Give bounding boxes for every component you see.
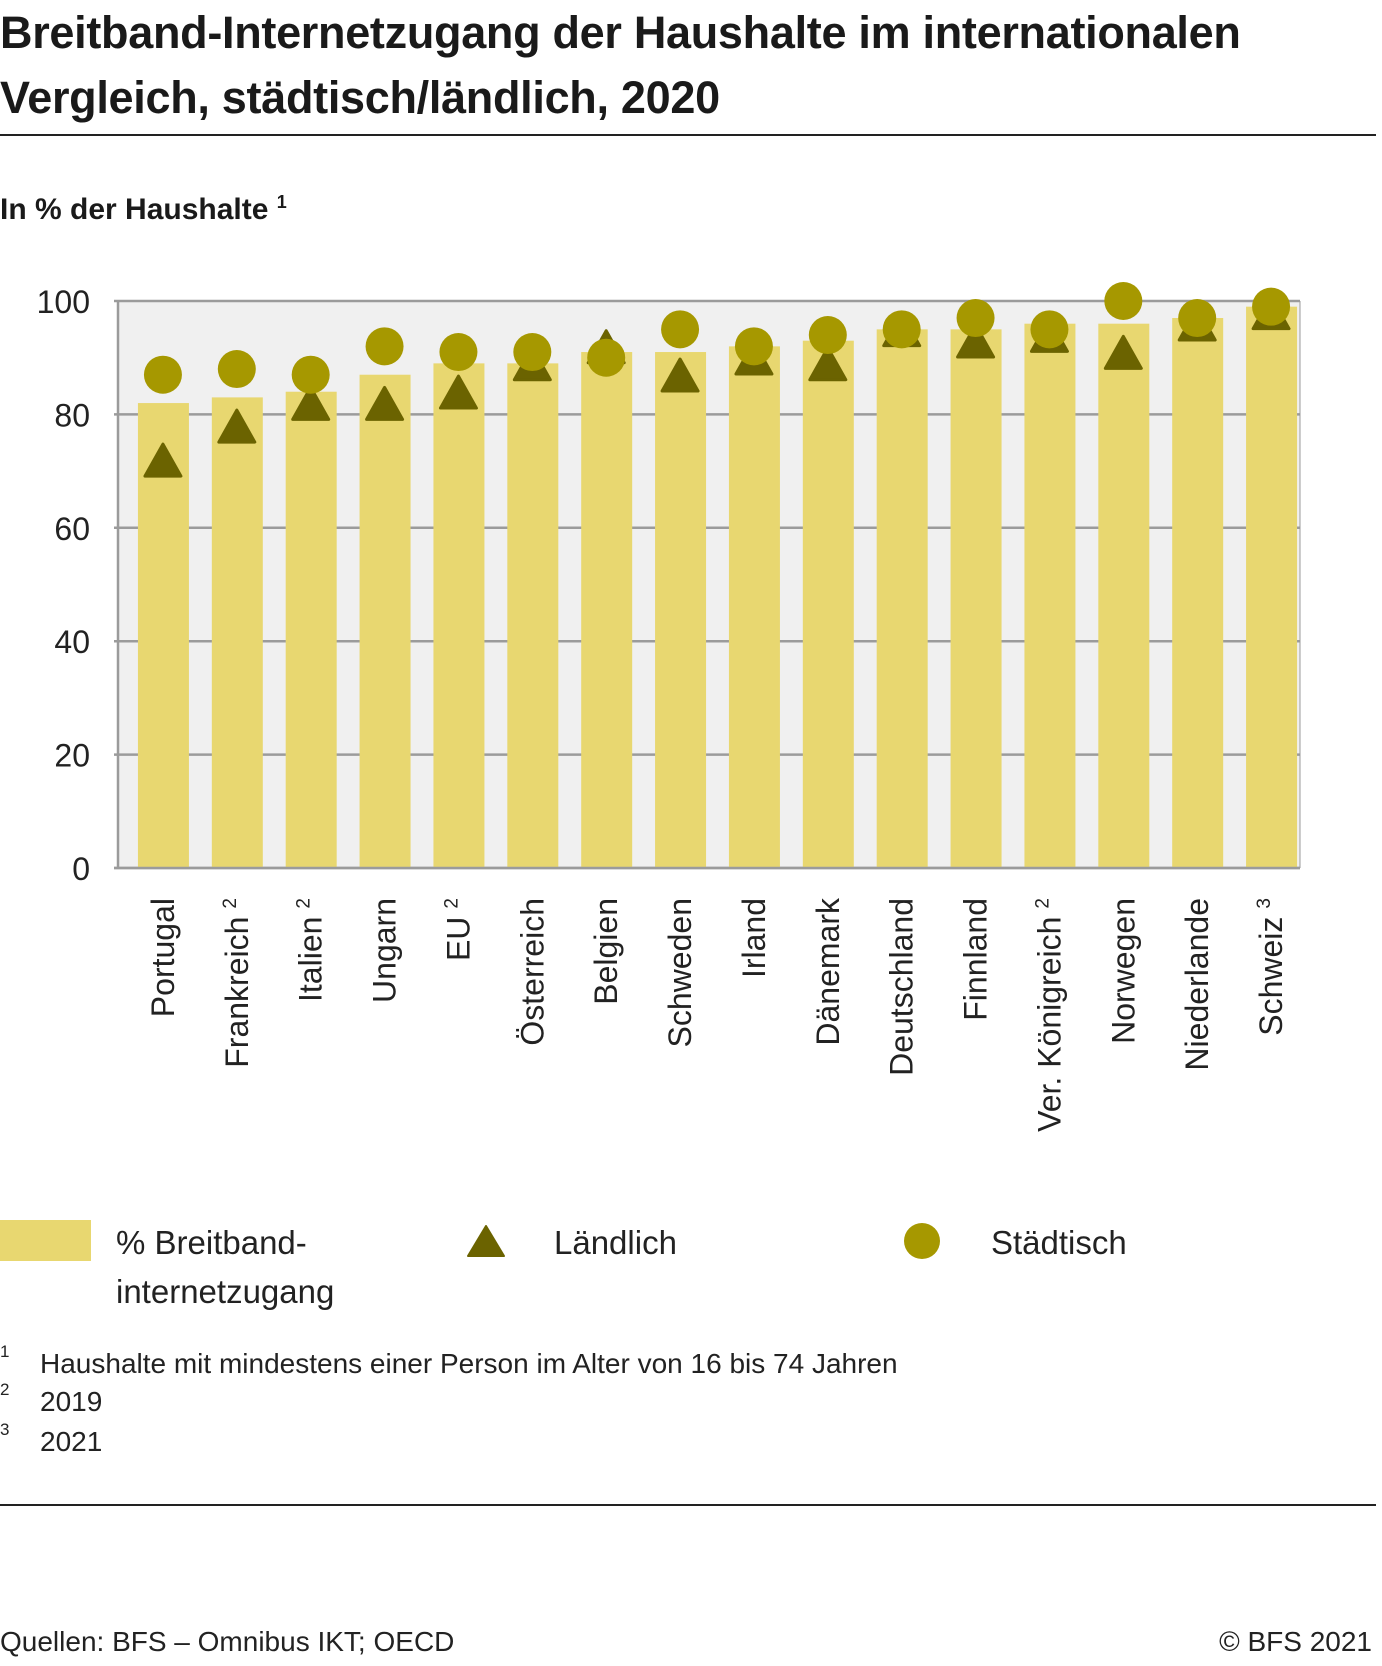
bar	[1246, 306, 1298, 868]
chart-subtitle: In % der Haushalte 1	[0, 192, 287, 227]
legend-bar-label: % Breitband- internetzugang	[116, 1218, 334, 1316]
x-tick-text: Italien	[293, 917, 329, 1002]
bar	[1172, 318, 1224, 868]
footer-rule	[0, 1504, 1376, 1506]
legend-circle-icon	[904, 1223, 940, 1259]
bar	[950, 329, 1002, 869]
chart-title: Breitband-Internetzugang der Haushalte i…	[0, 7, 1241, 123]
y-tick-label: 20	[54, 738, 90, 774]
rural-marker	[808, 346, 848, 382]
legend-bar-swatch	[0, 1220, 91, 1261]
urban-marker	[143, 355, 182, 394]
x-tick-label: EU 2	[440, 898, 476, 961]
bar	[655, 352, 707, 868]
x-tick-label: Dänemark	[810, 897, 846, 1046]
bar	[433, 363, 485, 868]
x-tick-label: Deutschland	[884, 898, 920, 1076]
x-tick-footnote: 2	[294, 898, 315, 909]
x-tick-footnote: 3	[1254, 898, 1275, 909]
y-tick-label: 100	[37, 284, 90, 320]
rural-marker	[1103, 334, 1143, 370]
bar	[728, 346, 780, 868]
legend-rural-label: Ländlich	[554, 1224, 677, 1261]
urban-marker	[513, 333, 552, 372]
urban-marker	[1178, 299, 1217, 338]
x-tick-label: Finnland	[958, 898, 994, 1021]
urban-marker	[587, 338, 626, 377]
x-tick-label: Ungarn	[367, 898, 403, 1003]
x-tick-footnote: 2	[441, 898, 462, 909]
x-tick-label: Italien 2	[293, 898, 329, 1002]
rural-marker	[143, 442, 183, 478]
footnote-text: 2021	[40, 1426, 103, 1457]
bar	[581, 352, 633, 868]
urban-marker	[882, 310, 921, 349]
bar	[359, 374, 411, 868]
legend-triangle-icon	[467, 1225, 505, 1257]
rural-marker	[956, 323, 996, 359]
x-tick-label: Niederlande	[1179, 898, 1215, 1071]
rural-marker	[291, 385, 331, 421]
x-tick-label: Frankreich 2	[219, 898, 255, 1068]
rural-marker	[438, 374, 478, 410]
footnote-number: 3	[0, 1420, 10, 1439]
legend-urban-label: Städtisch	[991, 1224, 1127, 1261]
urban-marker	[808, 316, 847, 355]
bar	[285, 391, 337, 868]
bar	[137, 403, 189, 868]
legend-bar-line2: internetzugang	[116, 1273, 335, 1310]
y-tick-label: 0	[72, 851, 90, 887]
x-tick-footnote: 2	[1032, 898, 1053, 909]
source-text: Quellen: BFS – Omnibus IKT; OECD	[0, 1626, 455, 1657]
bar	[1024, 323, 1076, 868]
x-tick-label: Norwegen	[1105, 898, 1141, 1044]
x-tick-label: Belgien	[588, 898, 624, 1005]
chart-svg: 0 20 40 60 80 100 Portugal Frankreich 2 Italien 2 U…	[37, 282, 1301, 1132]
x-tick-label: Portugal	[145, 898, 181, 1017]
bar	[802, 340, 854, 868]
x-tick-text: Frankreich	[219, 917, 255, 1068]
rural-marker	[217, 408, 257, 444]
legend-bar-line1: % Breitband-	[116, 1224, 307, 1261]
urban-marker	[1104, 282, 1143, 320]
rural-marker	[365, 385, 405, 421]
x-tick-label: Ver. Königreich 2	[1031, 898, 1067, 1132]
copyright-text: © BFS 2021	[1219, 1626, 1372, 1657]
x-tick-label: Österreich	[514, 898, 550, 1046]
bar	[1098, 323, 1150, 868]
x-tick-text: EU	[440, 917, 476, 961]
x-tick-footnote: 2	[220, 898, 241, 909]
urban-marker	[734, 327, 773, 366]
urban-marker	[365, 327, 404, 366]
subtitle-text: In % der Haushalte	[0, 193, 269, 226]
x-tick-label: Schweiz 3	[1253, 898, 1289, 1036]
urban-marker	[661, 310, 700, 349]
x-tick-text: Ver. Königreich	[1031, 917, 1067, 1132]
bar	[211, 397, 263, 868]
x-tick-label: Irland	[736, 898, 772, 978]
title-rule	[0, 134, 1376, 136]
y-tick-label: 80	[54, 397, 90, 433]
bar	[507, 363, 559, 868]
urban-marker	[439, 333, 478, 372]
urban-marker	[956, 299, 995, 338]
rural-marker	[660, 357, 700, 393]
footnote-text: 2019	[40, 1386, 103, 1417]
x-tick-label: Schweden	[662, 898, 698, 1047]
bar	[876, 329, 928, 869]
subtitle-footnote: 1	[276, 192, 287, 212]
urban-marker	[1030, 310, 1069, 349]
footnote-number: 1	[0, 1342, 10, 1361]
y-tick-label: 60	[54, 511, 90, 547]
urban-marker	[1252, 287, 1291, 326]
x-tick-text: Schweiz	[1253, 917, 1289, 1036]
urban-marker	[217, 350, 256, 389]
footnote-number: 2	[0, 1380, 10, 1399]
urban-marker	[291, 355, 330, 394]
y-tick-label: 40	[54, 624, 90, 660]
footnote-text: Haushalte mit mindestens einer Person im…	[40, 1348, 898, 1379]
